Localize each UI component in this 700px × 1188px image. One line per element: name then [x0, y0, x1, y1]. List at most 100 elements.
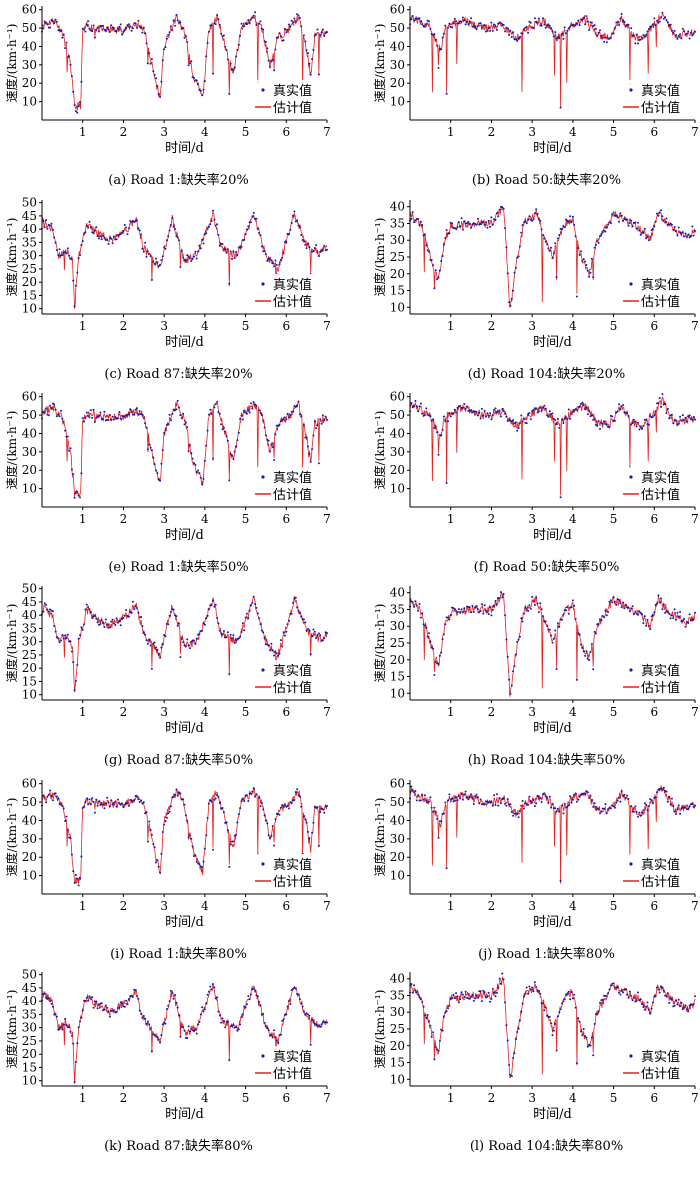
- true-value-point: [213, 798, 216, 801]
- true-value-point: [213, 22, 216, 24]
- true-value-point: [298, 612, 301, 615]
- true-value-point: [229, 62, 232, 65]
- true-value-point: [186, 41, 189, 43]
- true-value-point: [222, 630, 225, 632]
- true-value-point: [278, 32, 281, 35]
- true-value-point: [643, 802, 646, 805]
- true-value-point: [631, 999, 634, 1002]
- true-value-point: [590, 414, 593, 417]
- true-value-point: [524, 802, 527, 805]
- true-value-point: [99, 411, 102, 414]
- true-value-point: [286, 623, 289, 626]
- true-value-point: [440, 434, 443, 437]
- true-value-point: [79, 101, 81, 104]
- true-value-point: [502, 797, 505, 800]
- true-value-point: [430, 259, 433, 261]
- true-value-point: [470, 17, 473, 20]
- true-value-point: [319, 811, 322, 814]
- true-value-point: [518, 1019, 521, 1022]
- true-value-point: [561, 1002, 563, 1005]
- true-value-point: [463, 996, 466, 998]
- true-value-point: [647, 1008, 650, 1011]
- true-value-point: [307, 830, 309, 833]
- true-value-point: [129, 799, 132, 801]
- true-value-point: [603, 616, 606, 619]
- true-value-point: [243, 800, 246, 802]
- true-value-point: [157, 478, 160, 481]
- true-value-point: [516, 1031, 519, 1033]
- true-value-point: [220, 32, 223, 35]
- true-value-point: [571, 997, 574, 1000]
- true-value-point: [643, 35, 646, 38]
- true-value-point: [651, 802, 654, 805]
- true-value-point: [666, 407, 669, 410]
- true-value-point: [634, 611, 637, 613]
- true-value-point: [433, 806, 436, 809]
- true-value-point: [620, 13, 623, 15]
- true-value-point: [171, 29, 174, 32]
- true-value-point: [593, 630, 596, 633]
- true-value-point: [684, 232, 687, 235]
- true-value-point: [612, 32, 615, 35]
- true-value-point: [429, 796, 432, 799]
- true-value-point: [50, 222, 53, 225]
- true-value-point: [225, 636, 228, 639]
- true-value-point: [455, 992, 458, 995]
- true-value-point: [506, 1039, 509, 1042]
- true-value-point: [669, 222, 672, 225]
- true-value-point: [250, 18, 252, 21]
- true-value-point: [212, 983, 214, 986]
- true-value-point: [535, 802, 538, 805]
- true-value-point: [661, 608, 664, 611]
- true-value-point: [483, 803, 486, 806]
- true-value-point: [487, 219, 490, 222]
- true-value-point: [58, 1028, 61, 1030]
- x-tick-label: 2: [488, 1091, 496, 1105]
- true-value-point: [84, 231, 87, 234]
- true-value-point: [77, 637, 80, 640]
- true-value-point: [309, 1043, 312, 1046]
- true-value-point: [491, 29, 494, 32]
- true-value-point: [279, 258, 282, 261]
- true-value-point: [468, 20, 471, 23]
- true-value-point: [80, 855, 83, 858]
- true-value-point: [675, 813, 677, 815]
- true-value-point: [611, 601, 614, 604]
- true-value-point: [467, 798, 470, 801]
- true-value-point: [50, 19, 53, 22]
- x-tick-label: 3: [160, 512, 168, 526]
- true-value-point: [72, 90, 75, 93]
- true-value-point: [118, 411, 121, 413]
- true-value-point: [122, 30, 125, 33]
- legend-box: [251, 854, 327, 890]
- true-value-point: [183, 1029, 186, 1032]
- true-value-point: [288, 619, 290, 622]
- true-value-point: [270, 642, 273, 645]
- true-value-point: [262, 28, 265, 31]
- legend-box: [619, 854, 695, 890]
- x-tick-label: 3: [528, 512, 536, 526]
- true-value-point: [422, 1005, 425, 1008]
- true-value-point: [193, 639, 195, 642]
- true-value-point: [422, 798, 425, 801]
- true-value-point: [91, 231, 94, 234]
- true-value-point: [304, 243, 307, 246]
- true-value-point: [680, 1001, 683, 1004]
- true-value-point: [99, 235, 102, 238]
- true-value-point: [232, 634, 235, 637]
- true-value-point: [417, 410, 420, 413]
- true-value-point: [650, 615, 653, 618]
- true-value-point: [410, 18, 413, 21]
- true-value-point: [121, 1002, 124, 1005]
- true-value-point: [182, 1026, 185, 1028]
- true-value-point: [666, 611, 669, 614]
- true-value-point: [661, 11, 664, 14]
- true-value-point: [308, 62, 311, 65]
- true-value-point: [630, 27, 633, 30]
- true-value-point: [537, 218, 540, 221]
- true-value-point: [88, 995, 91, 998]
- true-value-point: [594, 805, 597, 808]
- true-value-point: [604, 803, 607, 806]
- true-value-point: [49, 608, 52, 611]
